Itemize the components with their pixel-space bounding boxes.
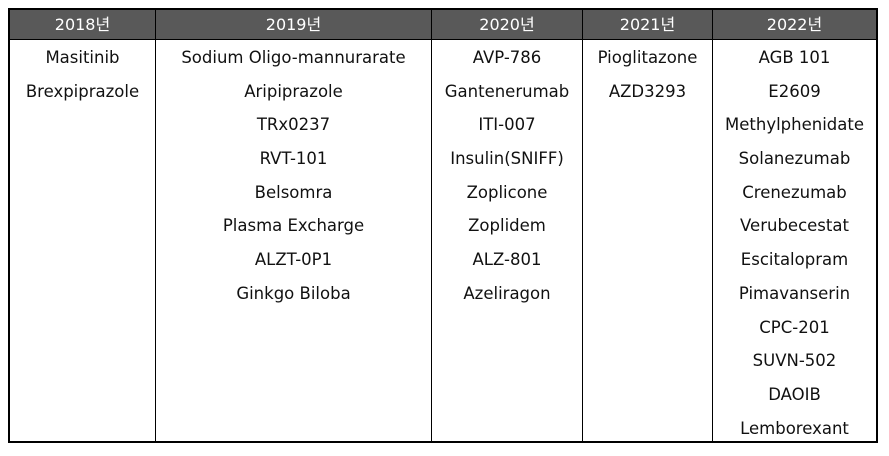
column-body: AVP-786 Gantenerumab ITI-007 Insulin(SNIFF)… [432, 40, 582, 311]
table-cell: SUVN-502 [752, 351, 837, 371]
table-cell: Verubecestat [740, 216, 849, 236]
table-cell: Escitalopram [740, 250, 849, 270]
table-cell: Ginkgo Biloba [236, 283, 351, 303]
table: 2018년 Masitinib Brexpiprazole 2019년 Sodium O… [8, 8, 878, 443]
table-column: 2022년 AGB 101 E2609 Methylphenidate Solanezu… [712, 10, 876, 441]
column-body: Pioglitazone AZD3293 [583, 40, 712, 108]
table-cell: Zoplidem [468, 216, 546, 236]
header-cell: 2022년 [713, 10, 876, 40]
table-cell: ALZ-801 [472, 250, 542, 270]
table-cell: Solanezumab [738, 149, 851, 169]
table-cell: Crenezumab [742, 182, 847, 202]
table-cell: Azeliragon [463, 283, 551, 303]
header-cell: 2021년 [583, 10, 712, 40]
table-cell: Aripiprazole [244, 81, 343, 101]
table-cell: ITI-007 [478, 115, 536, 135]
table-cell: Plasma Excharge [222, 216, 365, 236]
table-cell: Zoplicone [466, 182, 548, 202]
column-body: Sodium Oligo-mannurarate Aripiprazole TRx0… [156, 40, 431, 311]
table-cell: AGB 101 [758, 48, 831, 67]
table-column: 2018년 Masitinib Brexpiprazole [10, 10, 155, 441]
table-column: 2019년 Sodium Oligo-mannurarate Aripiprazol… [155, 10, 431, 441]
table-cell: Sodium Oligo-mannurarate [181, 48, 406, 67]
table-cell: CPC-201 [759, 317, 830, 337]
column-body: Masitinib Brexpiprazole [10, 40, 155, 108]
table-column: 2020년 AVP-786 Gantenerumab ITI-007 Insulin(S… [431, 10, 582, 441]
table-cell: Masitinib [45, 48, 120, 67]
header-cell: 2019년 [156, 10, 431, 40]
table-cell: RVT-101 [259, 149, 328, 169]
table-cell: Pimavanserin [738, 283, 851, 303]
table-cell: AVP-786 [472, 48, 542, 67]
table-cell: Methylphenidate [725, 115, 864, 135]
table-cell: DAOIB [768, 384, 821, 404]
table-cell: Lemborexant [740, 418, 849, 438]
table-cell: ALZT-0P1 [254, 250, 333, 270]
table-cell: TRx0237 [256, 115, 331, 135]
header-cell: 2020년 [432, 10, 582, 40]
table-cell: AZD3293 [608, 81, 687, 101]
table-cell: Gantenerumab [444, 81, 570, 101]
column-body: AGB 101 E2609 Methylphenidate Solanezumab Cr… [713, 40, 876, 445]
table-column: 2021년 Pioglitazone AZD3293 [582, 10, 712, 441]
table-cell: Insulin(SNIFF) [450, 149, 564, 169]
table-cell: E2609 [768, 81, 821, 101]
table-cell: Brexpiprazole [25, 81, 140, 101]
header-cell: 2018년 [10, 10, 155, 40]
table-cell: Belsomra [254, 182, 333, 202]
table-cell: Pioglitazone [597, 48, 698, 67]
